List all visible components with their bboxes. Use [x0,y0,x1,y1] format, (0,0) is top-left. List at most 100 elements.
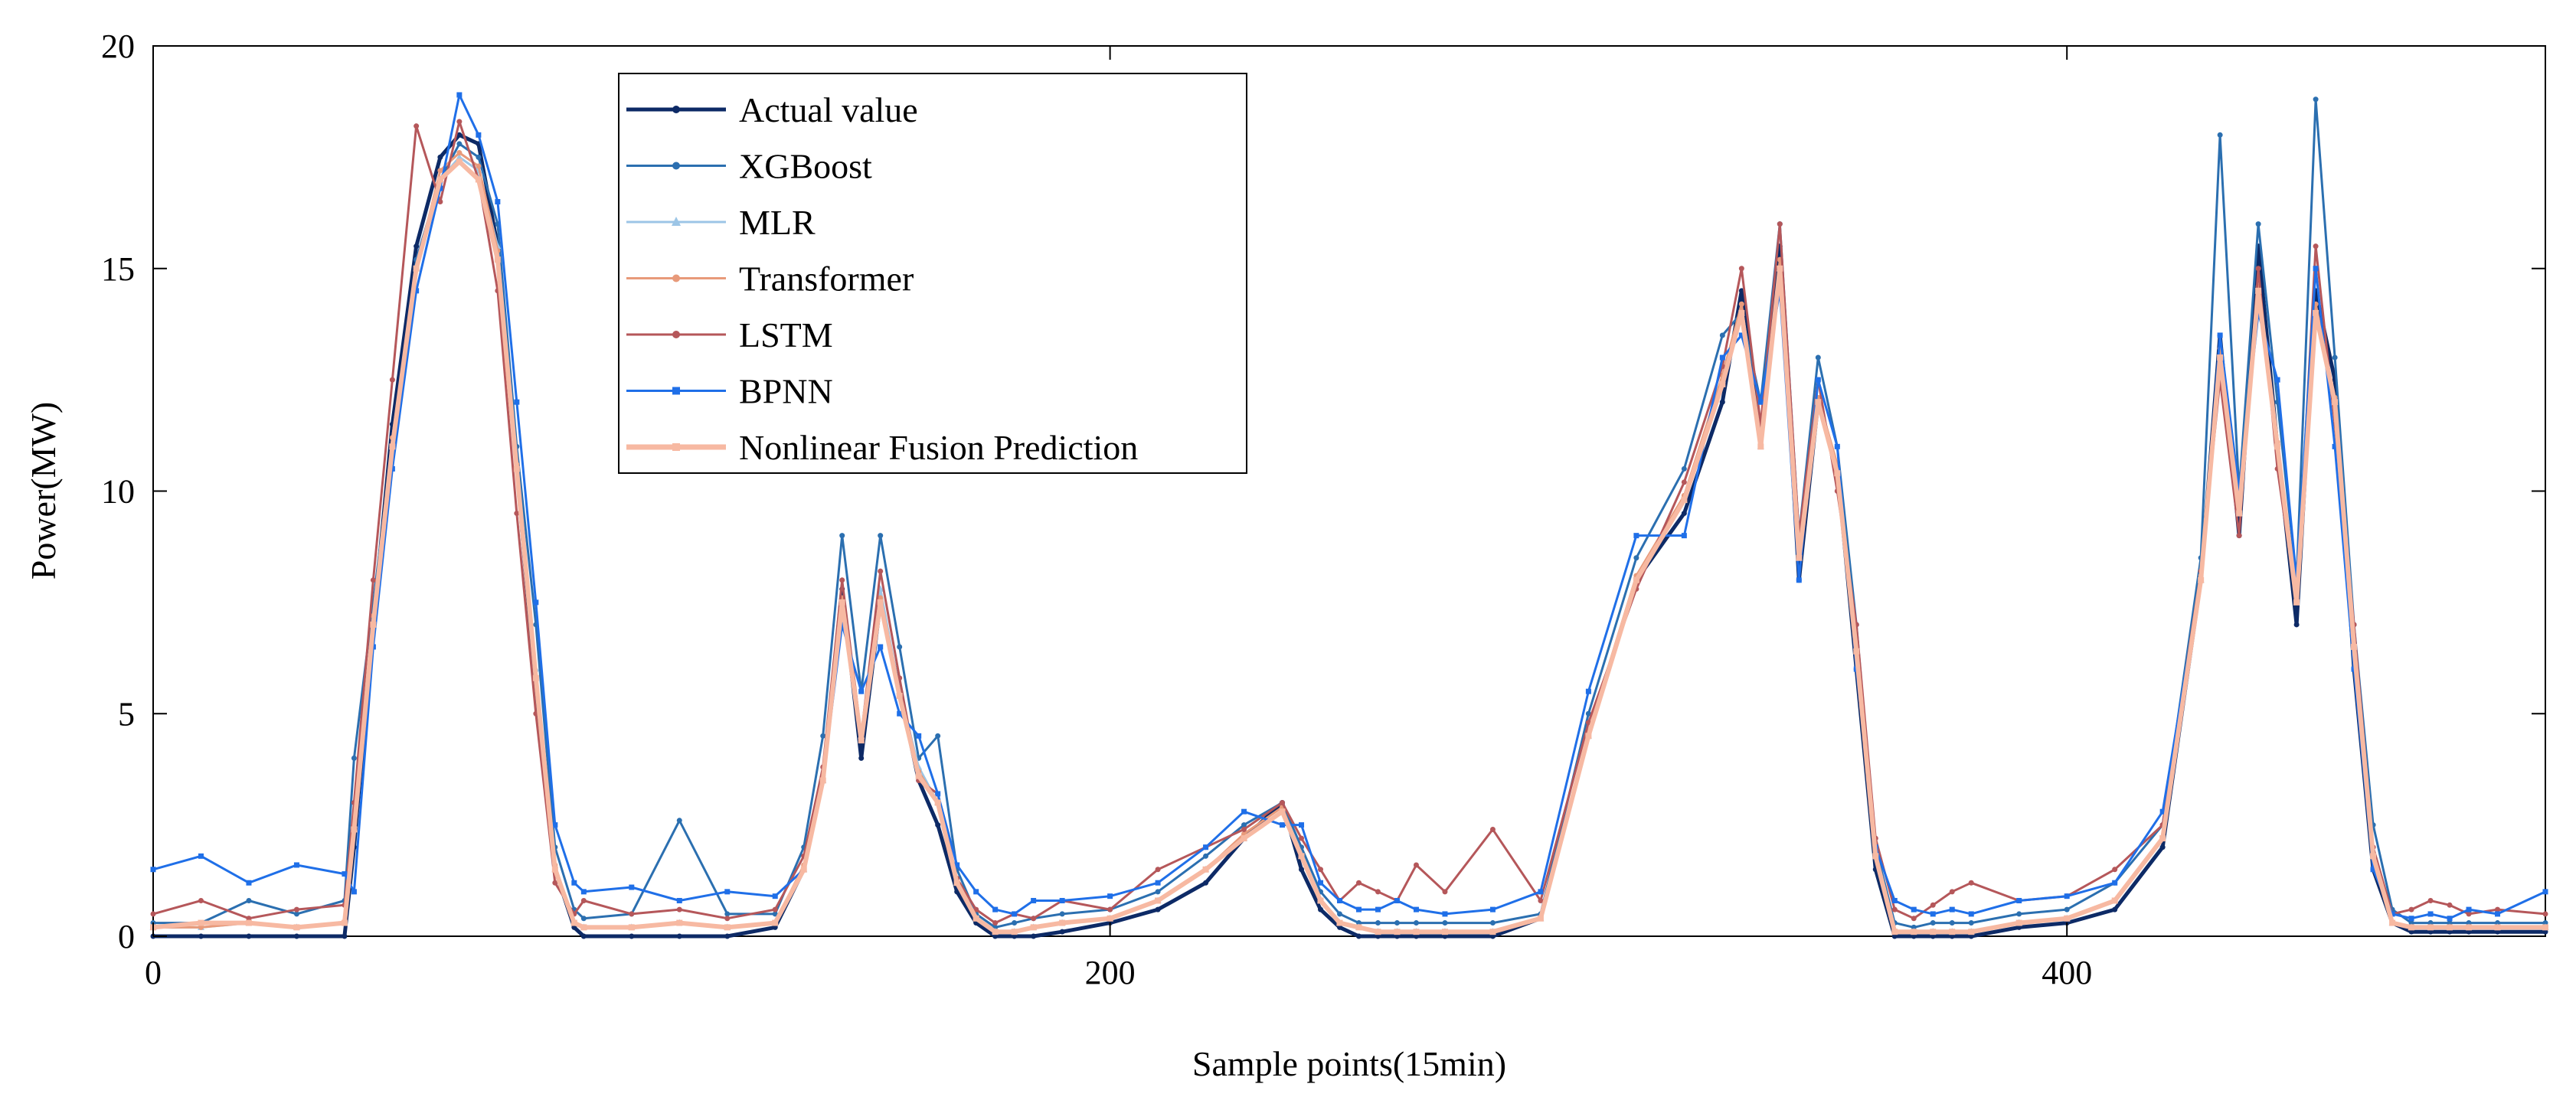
data-point [1241,808,1247,815]
data-point [1949,933,1955,939]
data-point [246,880,252,886]
data-point [351,755,357,761]
data-point [992,929,999,935]
data-point [580,897,587,903]
data-point [1681,465,1687,472]
legend-item-bpnn: BPNN [626,372,833,411]
data-point [351,826,358,833]
data-point [456,150,463,156]
data-point [2064,906,2070,913]
data-point [2159,808,2166,815]
data-point [150,867,156,873]
data-point [580,916,587,922]
data-point [198,919,204,926]
data-point [1394,920,1400,926]
data-point [370,577,376,583]
data-point [2542,911,2548,917]
data-point [772,924,778,930]
legend-item-lstm: LSTM [626,315,833,354]
data-point [1681,497,1688,504]
data-point [1107,915,1113,922]
data-point [1241,822,1247,828]
data-point [456,119,463,125]
data-point [1031,897,1037,903]
y-tick-label: 15 [101,250,135,288]
y-tick-label: 5 [118,695,135,733]
data-point [1442,933,1448,939]
series-line-actual-value [153,132,2545,939]
series-layer [149,92,2549,939]
data-point [456,158,463,165]
data-point [2332,399,2339,406]
data-point [878,533,884,539]
data-point [1202,866,1209,873]
data-point [2408,916,2414,922]
data-point [1280,822,1286,828]
data-point [839,622,845,628]
data-point [1442,911,1448,917]
data-point [1489,920,1496,926]
data-point [2495,929,2501,935]
legend-swatch-marker [672,106,680,113]
data-point [1633,576,1639,583]
data-point [724,889,731,895]
data-point [1413,906,1419,913]
data-point [476,154,482,160]
data-point [897,710,903,717]
data-point [676,906,682,913]
x-tick-label: 0 [145,954,162,991]
y-tick-label: 0 [118,918,135,955]
y-tick-label: 10 [101,473,135,511]
data-point [2466,911,2472,917]
data-point [878,644,884,650]
data-point [1337,924,1343,930]
data-point [2495,906,2501,913]
data-point [2370,853,2377,860]
data-point [1719,380,1726,387]
data-point [916,733,922,739]
data-point [1968,911,1974,917]
data-point [437,199,443,205]
data-point [1059,919,1066,926]
data-point [2159,844,2166,851]
plot-frame [152,45,2546,937]
legend-swatch-marker [672,274,680,282]
legend-label: BPNN [739,372,833,411]
data-point [293,862,299,868]
data-point [1738,309,1745,316]
series-xgboost [150,96,2548,930]
data-point [973,906,979,913]
data-point [1059,911,1065,917]
data-point [1375,929,1381,935]
data-point [1442,889,1448,895]
data-point [1031,916,1037,922]
data-point [1318,906,1324,913]
data-point [992,906,999,913]
data-point [570,919,577,926]
data-point [2466,920,2472,926]
data-point [1968,929,1975,935]
data-point [1012,933,1018,939]
data-point [2466,906,2472,913]
data-point [1241,826,1247,832]
data-point [2427,920,2434,926]
data-point [1107,893,1113,899]
data-point [2370,867,2376,873]
data-point [1930,911,1936,917]
data-point [2332,443,2338,449]
data-point [954,889,960,895]
data-point [1489,906,1496,913]
data-point [2015,919,2022,926]
data-point [1968,920,1974,926]
data-point [532,674,539,681]
data-point [456,141,463,147]
data-point [245,919,252,926]
data-point [772,906,778,913]
data-point [1930,929,1937,935]
data-point [1815,377,1821,383]
data-point [494,256,501,263]
data-point [456,132,463,138]
data-point [935,733,941,739]
data-point [839,533,845,539]
data-point [1413,862,1419,868]
